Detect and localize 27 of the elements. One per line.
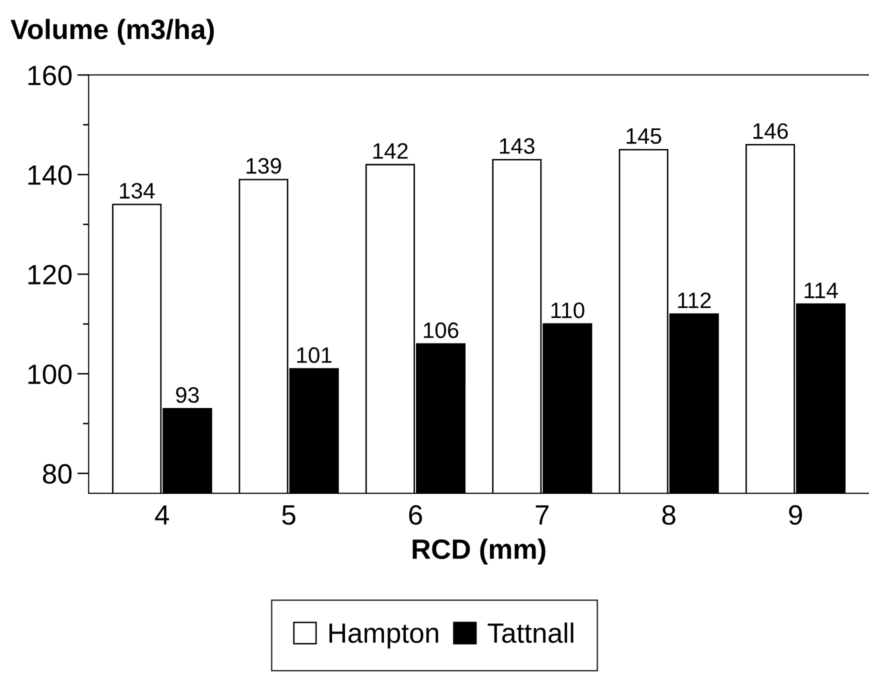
x-tick-label: 6 <box>409 505 422 525</box>
y-tick-label: 80 <box>42 464 72 484</box>
data-label: 143 <box>500 138 534 154</box>
y-tick-label: 100 <box>28 364 72 384</box>
legend-label: Tattnall <box>488 622 574 643</box>
x-tick-label: 4 <box>155 505 170 525</box>
data-label: 134 <box>120 182 155 199</box>
data-label: 93 <box>176 387 199 403</box>
y-tick-label: 160 <box>28 66 72 86</box>
x-tick-label: 8 <box>662 505 676 525</box>
y-tick-label: 140 <box>28 165 72 185</box>
data-label: 112 <box>678 292 711 308</box>
data-label: 106 <box>424 322 458 338</box>
data-label: 101 <box>297 347 332 364</box>
data-label: 145 <box>626 128 662 144</box>
data-label: 114 <box>804 282 838 298</box>
x-axis-title: RCD (mm) <box>412 538 546 565</box>
y-tick-label: 120 <box>28 264 72 285</box>
data-label: 139 <box>246 158 282 174</box>
data-label: 110 <box>551 302 584 318</box>
legend-label: Hampton <box>329 624 438 648</box>
x-tick-label: 7 <box>536 505 548 525</box>
x-tick-label: 5 <box>282 505 296 525</box>
y-axis-title: Volume (m3/ha) <box>10 18 214 45</box>
data-label: 146 <box>753 123 788 139</box>
data-label: 142 <box>373 143 408 159</box>
x-tick-label: 9 <box>789 505 802 525</box>
